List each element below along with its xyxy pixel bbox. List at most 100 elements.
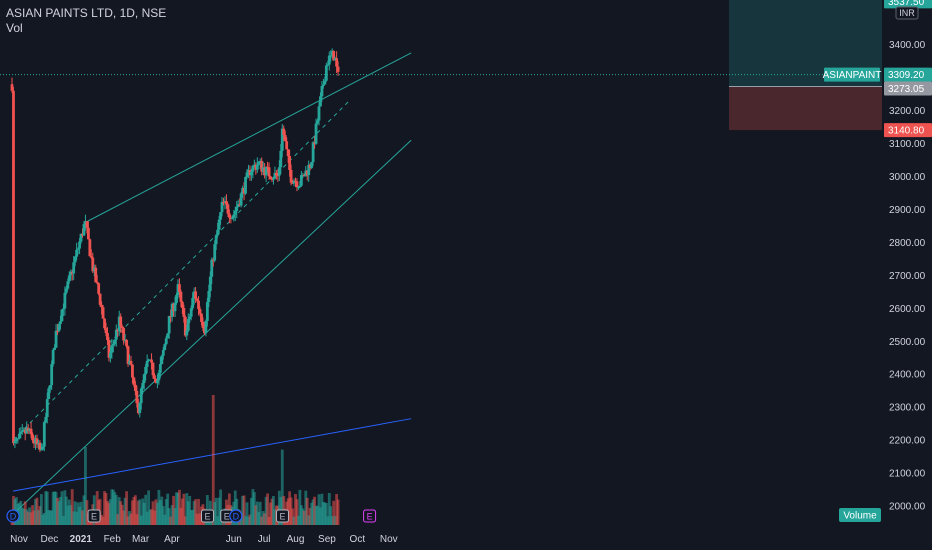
volume-bar: [85, 500, 89, 525]
y-tick-label: 3000.00: [889, 172, 926, 183]
volume-bar: [37, 509, 40, 525]
candle-body: [225, 201, 228, 205]
volume-bar: [138, 499, 142, 525]
candle-body: [326, 64, 330, 66]
candles: [10, 48, 340, 453]
volume-bar: [326, 516, 330, 525]
candle: [39, 443, 43, 451]
candle: [301, 172, 305, 179]
volume-bar: [299, 505, 303, 525]
candle: [313, 135, 316, 149]
volume-bar: [64, 496, 68, 525]
volume-bar: [321, 501, 325, 525]
candle: [95, 275, 99, 285]
top-price-marker-bg: [884, 0, 932, 9]
candle: [116, 328, 120, 337]
candle: [111, 340, 115, 353]
volume-bar: [297, 515, 300, 525]
candle: [285, 137, 289, 150]
candle-body: [50, 364, 54, 386]
candle-body: [60, 309, 64, 322]
candle: [194, 287, 198, 303]
candle: [326, 60, 330, 67]
candle-body: [15, 438, 18, 442]
candle: [31, 432, 34, 443]
candle: [120, 324, 124, 334]
candle: [62, 303, 65, 316]
candle: [25, 421, 29, 434]
candle-body: [141, 382, 145, 389]
candle-body: [313, 142, 316, 144]
volume-bar: [17, 502, 21, 525]
candle: [135, 385, 139, 408]
volume-bar: [125, 491, 128, 525]
x-tick-label: Oct: [350, 534, 366, 545]
candle: [314, 118, 318, 145]
candle-body: [252, 164, 256, 166]
volume-bar: [154, 499, 158, 525]
candle: [131, 364, 134, 384]
candle-body: [182, 307, 186, 317]
volume-bar: [106, 500, 109, 525]
candle: [220, 197, 224, 217]
candle: [247, 164, 250, 179]
candle: [319, 92, 322, 107]
y-tick-label: 2700.00: [889, 271, 926, 282]
candle-body: [113, 339, 117, 344]
volume-bars: [10, 395, 340, 525]
volume-bar: [62, 515, 65, 525]
candle-body: [307, 164, 311, 176]
candle-body: [166, 333, 170, 339]
candle: [42, 420, 46, 452]
event-label: E: [91, 512, 97, 522]
candle-body: [211, 259, 215, 261]
volume-bar: [323, 502, 327, 525]
y-tick-label: 2200.00: [889, 436, 926, 447]
volume-bar: [295, 499, 299, 525]
candle: [241, 185, 245, 199]
candle-body: [294, 180, 297, 182]
candle: [153, 372, 156, 383]
candle: [323, 76, 327, 85]
candle-body: [203, 328, 206, 334]
candle-body: [329, 55, 333, 57]
volume-bar: [301, 508, 305, 525]
candle: [223, 196, 227, 210]
volume-bar: [167, 508, 171, 525]
candle-body: [175, 294, 178, 304]
candle: [226, 202, 230, 217]
volume-bar: [292, 516, 296, 525]
volume-bar: [289, 497, 293, 525]
candle-body: [274, 172, 278, 176]
candle-body: [23, 429, 27, 434]
candle: [207, 284, 211, 307]
candle: [330, 48, 334, 59]
candle-body: [291, 182, 294, 184]
candle-body: [178, 284, 181, 292]
volume-bar: [54, 491, 58, 525]
candle: [156, 374, 159, 389]
candle-body: [147, 359, 151, 361]
candle-body: [10, 84, 14, 91]
volume-bar: [128, 511, 131, 525]
candle: [29, 422, 33, 439]
candle-body: [279, 150, 283, 168]
candle: [311, 141, 315, 166]
candle: [269, 175, 272, 180]
candle-body: [86, 227, 90, 240]
candle: [266, 161, 269, 173]
volume-bar: [241, 495, 245, 525]
candle-body: [311, 142, 315, 162]
candle: [230, 215, 234, 220]
x-tick-label: Nov: [380, 534, 398, 545]
x-tick-label: Mar: [132, 534, 150, 545]
volume-bar: [41, 514, 45, 525]
candle: [119, 313, 123, 333]
candle-body: [169, 316, 173, 318]
candle: [100, 301, 103, 315]
candle-body: [205, 302, 209, 321]
candle-body: [156, 380, 159, 383]
volume-bar: [298, 489, 302, 525]
candle: [13, 437, 17, 449]
